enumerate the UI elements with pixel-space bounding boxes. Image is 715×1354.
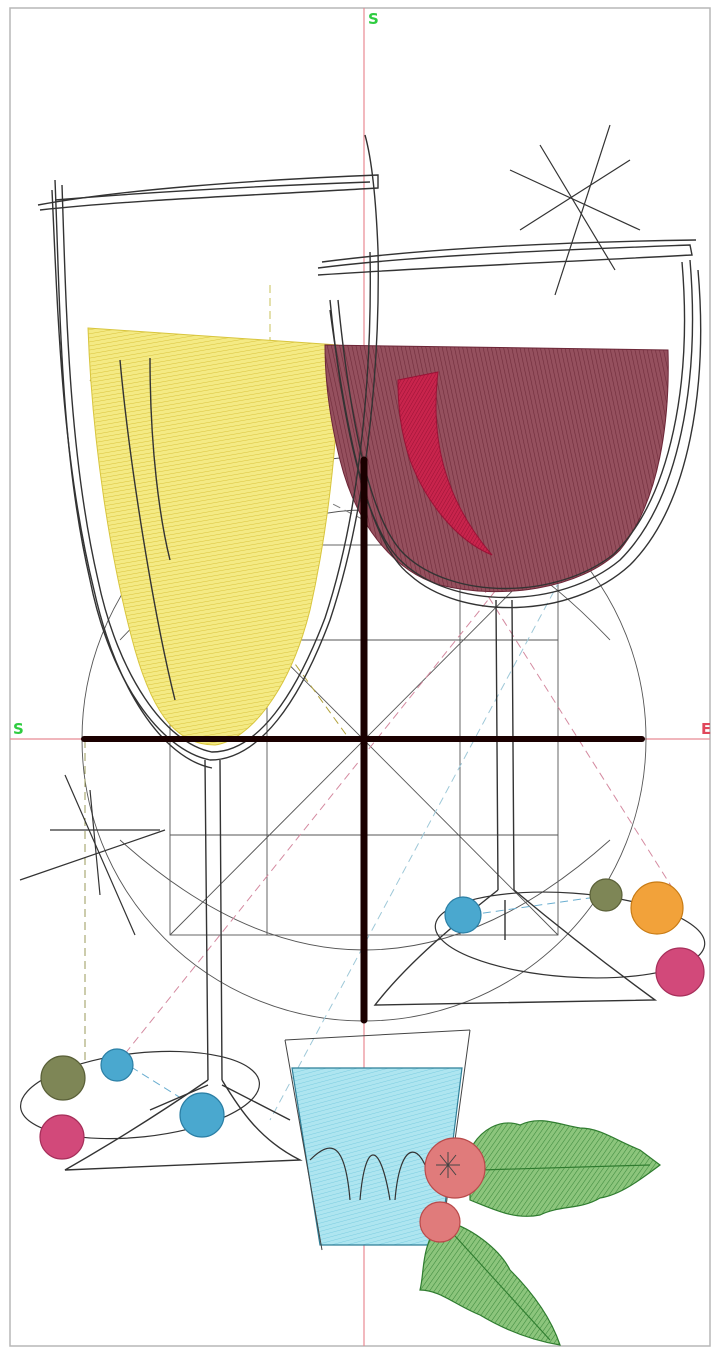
axis-label-left: S — [13, 720, 24, 738]
sparkle-top-icon — [509, 124, 641, 296]
decorative-beads — [19, 878, 706, 1160]
champagne-liquid — [87, 327, 339, 746]
bead-olive-left — [40, 1055, 86, 1101]
bead-olive-right — [589, 878, 623, 912]
sparkle-left-icon — [19, 774, 166, 936]
bead-orange-right — [630, 881, 684, 935]
bead-blue-left — [100, 1048, 134, 1082]
bead-pink-left — [39, 1114, 85, 1160]
wine-highlight — [397, 371, 493, 556]
holly-leaves — [419, 1120, 662, 1346]
bead-blue-right — [444, 896, 482, 934]
holly-berries — [419, 1137, 486, 1243]
bead-blue-center — [179, 1092, 225, 1138]
bead-pink-right — [655, 947, 705, 997]
design-center-crosshair[interactable] — [81, 456, 645, 1024]
axis-label-right: E — [701, 720, 712, 738]
axis-label-top: S — [368, 10, 379, 28]
